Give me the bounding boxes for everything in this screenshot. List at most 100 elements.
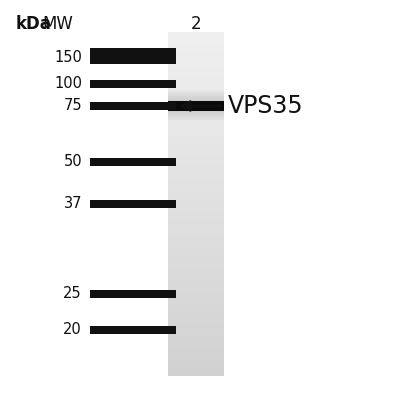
Text: 75: 75 (63, 98, 82, 114)
Bar (168, 178, 224, 182)
Bar (168, 243, 224, 247)
Bar (168, 200, 224, 204)
Bar (168, 226, 224, 230)
Bar (168, 93, 224, 94)
Text: VPS35: VPS35 (228, 94, 304, 118)
Bar (90, 48, 176, 57)
Bar (168, 54, 224, 58)
Text: MW: MW (42, 15, 74, 33)
Bar (168, 238, 224, 243)
Bar (168, 112, 224, 113)
Bar (168, 230, 224, 234)
Bar (168, 107, 224, 108)
Bar (168, 363, 224, 367)
Bar (168, 135, 224, 140)
Text: 150: 150 (54, 50, 82, 66)
Bar (168, 111, 224, 112)
Bar (168, 118, 224, 119)
Bar (168, 213, 224, 217)
Bar (90, 290, 176, 298)
Bar (168, 161, 224, 165)
Bar (168, 98, 224, 99)
Text: 37: 37 (64, 196, 82, 212)
Bar (168, 204, 224, 208)
Bar (168, 268, 224, 273)
Bar (168, 264, 224, 268)
Bar (168, 359, 224, 363)
Bar (168, 92, 224, 93)
Bar (168, 277, 224, 282)
Bar (90, 158, 176, 166)
Bar (168, 62, 224, 66)
Bar (168, 109, 224, 110)
Bar (168, 122, 224, 126)
Bar (168, 256, 224, 260)
Bar (168, 273, 224, 277)
Bar (168, 140, 224, 144)
Text: 25: 25 (63, 286, 82, 302)
Bar (168, 329, 224, 333)
Bar (168, 116, 224, 117)
Bar (168, 165, 224, 170)
Bar (168, 75, 224, 79)
Bar (168, 45, 224, 49)
Bar (168, 114, 224, 115)
Bar (168, 333, 224, 337)
Bar (168, 101, 224, 111)
Bar (168, 104, 224, 105)
Bar (168, 97, 224, 98)
Bar (168, 298, 224, 303)
Bar (168, 106, 224, 107)
Bar (168, 182, 224, 187)
Bar (168, 290, 224, 294)
Bar (168, 101, 224, 102)
Bar (168, 32, 224, 36)
Bar (168, 110, 224, 111)
Bar (168, 94, 224, 95)
Bar (168, 49, 224, 54)
Bar (168, 92, 224, 96)
Bar (168, 66, 224, 71)
Bar (168, 170, 224, 174)
Bar (90, 102, 176, 110)
Bar (168, 354, 224, 359)
Bar (168, 187, 224, 191)
Text: 20: 20 (63, 322, 82, 338)
Bar (168, 95, 224, 96)
Bar (168, 307, 224, 312)
Bar (168, 131, 224, 135)
Bar (168, 217, 224, 221)
Bar (168, 251, 224, 256)
Bar (168, 79, 224, 84)
Bar (168, 152, 224, 157)
Bar (168, 208, 224, 213)
Bar (168, 109, 224, 114)
Bar (168, 121, 224, 122)
Bar (168, 119, 224, 120)
Bar (168, 99, 224, 100)
Bar (90, 326, 176, 334)
Bar (168, 88, 224, 92)
Bar (168, 324, 224, 329)
Bar (168, 286, 224, 290)
Bar (168, 316, 224, 320)
Bar (168, 102, 224, 103)
Bar (168, 294, 224, 298)
Bar (168, 114, 224, 118)
Bar (168, 58, 224, 62)
Bar (168, 36, 224, 40)
Bar (168, 126, 224, 131)
Bar (168, 71, 224, 75)
Bar (168, 148, 224, 152)
Bar (168, 342, 224, 346)
Bar (168, 100, 224, 101)
Bar (168, 91, 224, 92)
Bar (168, 320, 224, 324)
Text: 100: 100 (54, 76, 82, 92)
Bar (168, 84, 224, 88)
Bar (168, 191, 224, 195)
Bar (168, 221, 224, 226)
Bar (168, 120, 224, 121)
Bar (168, 40, 224, 45)
Bar (168, 90, 224, 91)
